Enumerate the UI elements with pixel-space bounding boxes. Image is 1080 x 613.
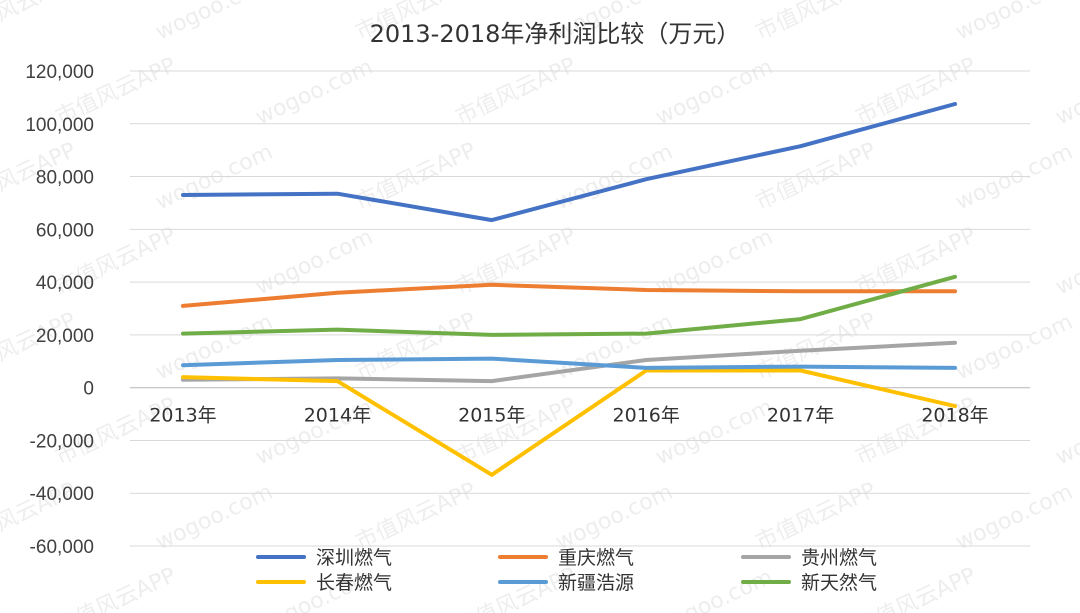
watermark-text: wogoo.com [952,480,1077,556]
watermark-text: wogoo.com [652,55,777,131]
y-tick-label: 0 [83,379,94,400]
x-tick-label: 2018年 [921,405,988,427]
watermark-text: wogoo.com [1052,225,1080,301]
gridlines [130,70,1030,547]
y-tick-label: -20,000 [30,431,94,452]
watermark-text: wogoo.com [252,225,377,301]
watermark-text: wogoo.com [1052,395,1080,471]
series-line [181,282,957,308]
series-line [181,356,957,370]
x-tick-label: 2016年 [613,405,680,427]
watermark-text: wogoo.com [652,565,777,613]
watermark-text: wogoo.com [552,480,677,556]
legend-label: 新天然气 [801,572,877,594]
watermark-text: 市值风云APP [352,478,480,555]
watermark-text: wogoo.com [952,0,1077,45]
watermark-text: 市值风云APP [752,0,880,45]
watermark-text: 市值风云APP [852,53,980,130]
watermark-text: 市值风云APP [0,0,80,45]
x-tick-label: 2013年 [149,405,216,427]
watermark-text: wogoo.com [552,310,677,386]
watermark-text: 市值风云APP [752,478,880,555]
watermark-text: wogoo.com [152,310,277,386]
watermark-text: 市值风云APP [52,563,180,613]
series-lines [181,102,957,477]
legend-label: 重庆燃气 [558,547,634,569]
y-tick-label: 40,000 [36,273,94,294]
watermark-text: wogoo.com [252,55,377,131]
y-tick-label: 80,000 [36,168,94,189]
watermark-text: 市值风云APP [452,53,580,130]
series-line [181,102,957,223]
y-tick-label: 20,000 [36,326,94,347]
x-tick-label: 2015年 [458,405,525,427]
watermark-text: wogoo.com [152,480,277,556]
y-tick-label: 100,000 [25,115,94,136]
x-tick-label: 2014年 [304,405,371,427]
watermark-text: wogoo.com [1052,565,1080,613]
y-tick-label: 120,000 [25,62,94,83]
y-tick-label: -60,000 [30,537,94,558]
watermark-text: wogoo.com [1052,55,1080,131]
y-axis-ticks: 120,000 100,000 80,000 60,000 40,000 20,000 0 -… [25,62,94,558]
watermark-text: 市值风云APP [352,308,480,385]
watermark-text: wogoo.com [152,140,277,216]
series-line [181,274,957,337]
y-tick-label: -40,000 [30,484,94,505]
watermark-text: wogoo.com [152,0,277,45]
series-line [181,368,957,477]
x-axis-ticks: 2013年 2014年 2015年 2016年 2017年 2018年 [149,405,988,427]
chart-title: 2013-2018年净利润比较（万元） [370,20,741,48]
legend-label: 深圳燃气 [316,547,392,569]
watermark-text: wogoo.com [952,140,1077,216]
legend-label: 贵州燃气 [801,547,877,569]
legend-label: 新疆浩源 [558,572,634,594]
watermark-text: wogoo.com [952,310,1077,386]
y-tick-label: 60,000 [36,220,94,241]
x-tick-label: 2017年 [767,405,834,427]
legend-label: 长春燃气 [316,572,392,594]
